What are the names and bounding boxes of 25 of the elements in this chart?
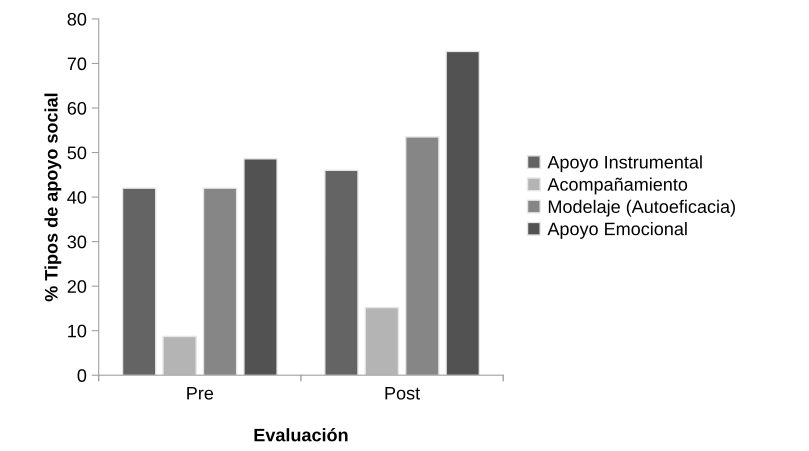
y-tick-label: 80 [68,12,86,26]
legend-label: Apoyo Emocional [547,222,687,239]
legend-label: Acompañamiento [547,178,688,194]
legend-label: Modelaje (Autoeficacia) [548,200,735,217]
x-tick-label: Pre [187,387,214,400]
bar [202,187,238,376]
bar [405,136,440,376]
x-tick-label: Post [385,387,420,400]
y-tick-label: 40 [67,191,86,204]
y-tick-label: 0 [78,369,86,382]
y-tick-label: 70 [68,57,86,70]
x-axis-title: Evaluación [254,428,348,442]
bar [324,170,359,376]
legend-label: Apoyo Instrumental [547,155,702,172]
bar [122,187,156,376]
y-tick-label: 60 [68,102,86,115]
bar [162,336,197,376]
y-tick-label: 10 [68,324,86,338]
y-tick-label: 30 [68,236,86,248]
y-axis-title: % Tipos de apoyo social [44,94,62,302]
bar [445,50,480,376]
bar [243,158,278,376]
y-tick-label: 50 [68,146,86,160]
bar [364,306,400,376]
y-tick-label: 20 [68,280,86,293]
